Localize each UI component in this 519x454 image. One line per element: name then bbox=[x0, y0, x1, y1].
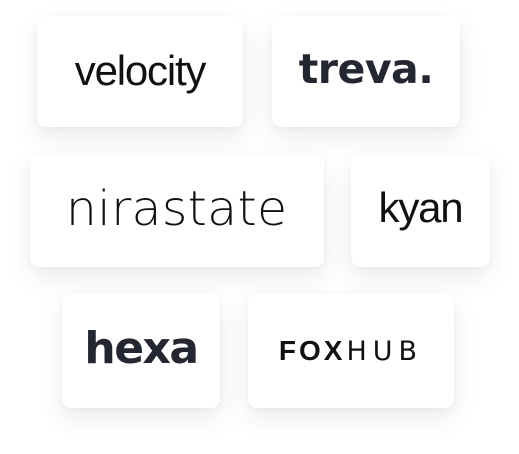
velocity-logo: velocity bbox=[74, 46, 207, 94]
logo-card-treva: treva. bbox=[272, 16, 460, 127]
logo-card-nirastate: nirastate bbox=[30, 155, 324, 267]
logo-card-foxhub: FOX HUB bbox=[248, 294, 454, 408]
hexa-logo: hexa bbox=[84, 323, 199, 374]
logo-card-velocity: velocity bbox=[37, 16, 243, 127]
kyan-logo: kyan bbox=[378, 184, 464, 231]
logo-card-hexa: hexa bbox=[62, 294, 220, 408]
treva-logo: treva. bbox=[298, 45, 434, 93]
logo-card-kyan: kyan bbox=[351, 155, 490, 267]
foxhub-logo: FOX HUB bbox=[278, 335, 424, 367]
foxhub-logo-hub: HUB bbox=[346, 336, 424, 367]
nirastate-logo: nirastate bbox=[66, 181, 288, 237]
foxhub-logo-fox: FOX bbox=[278, 335, 346, 366]
